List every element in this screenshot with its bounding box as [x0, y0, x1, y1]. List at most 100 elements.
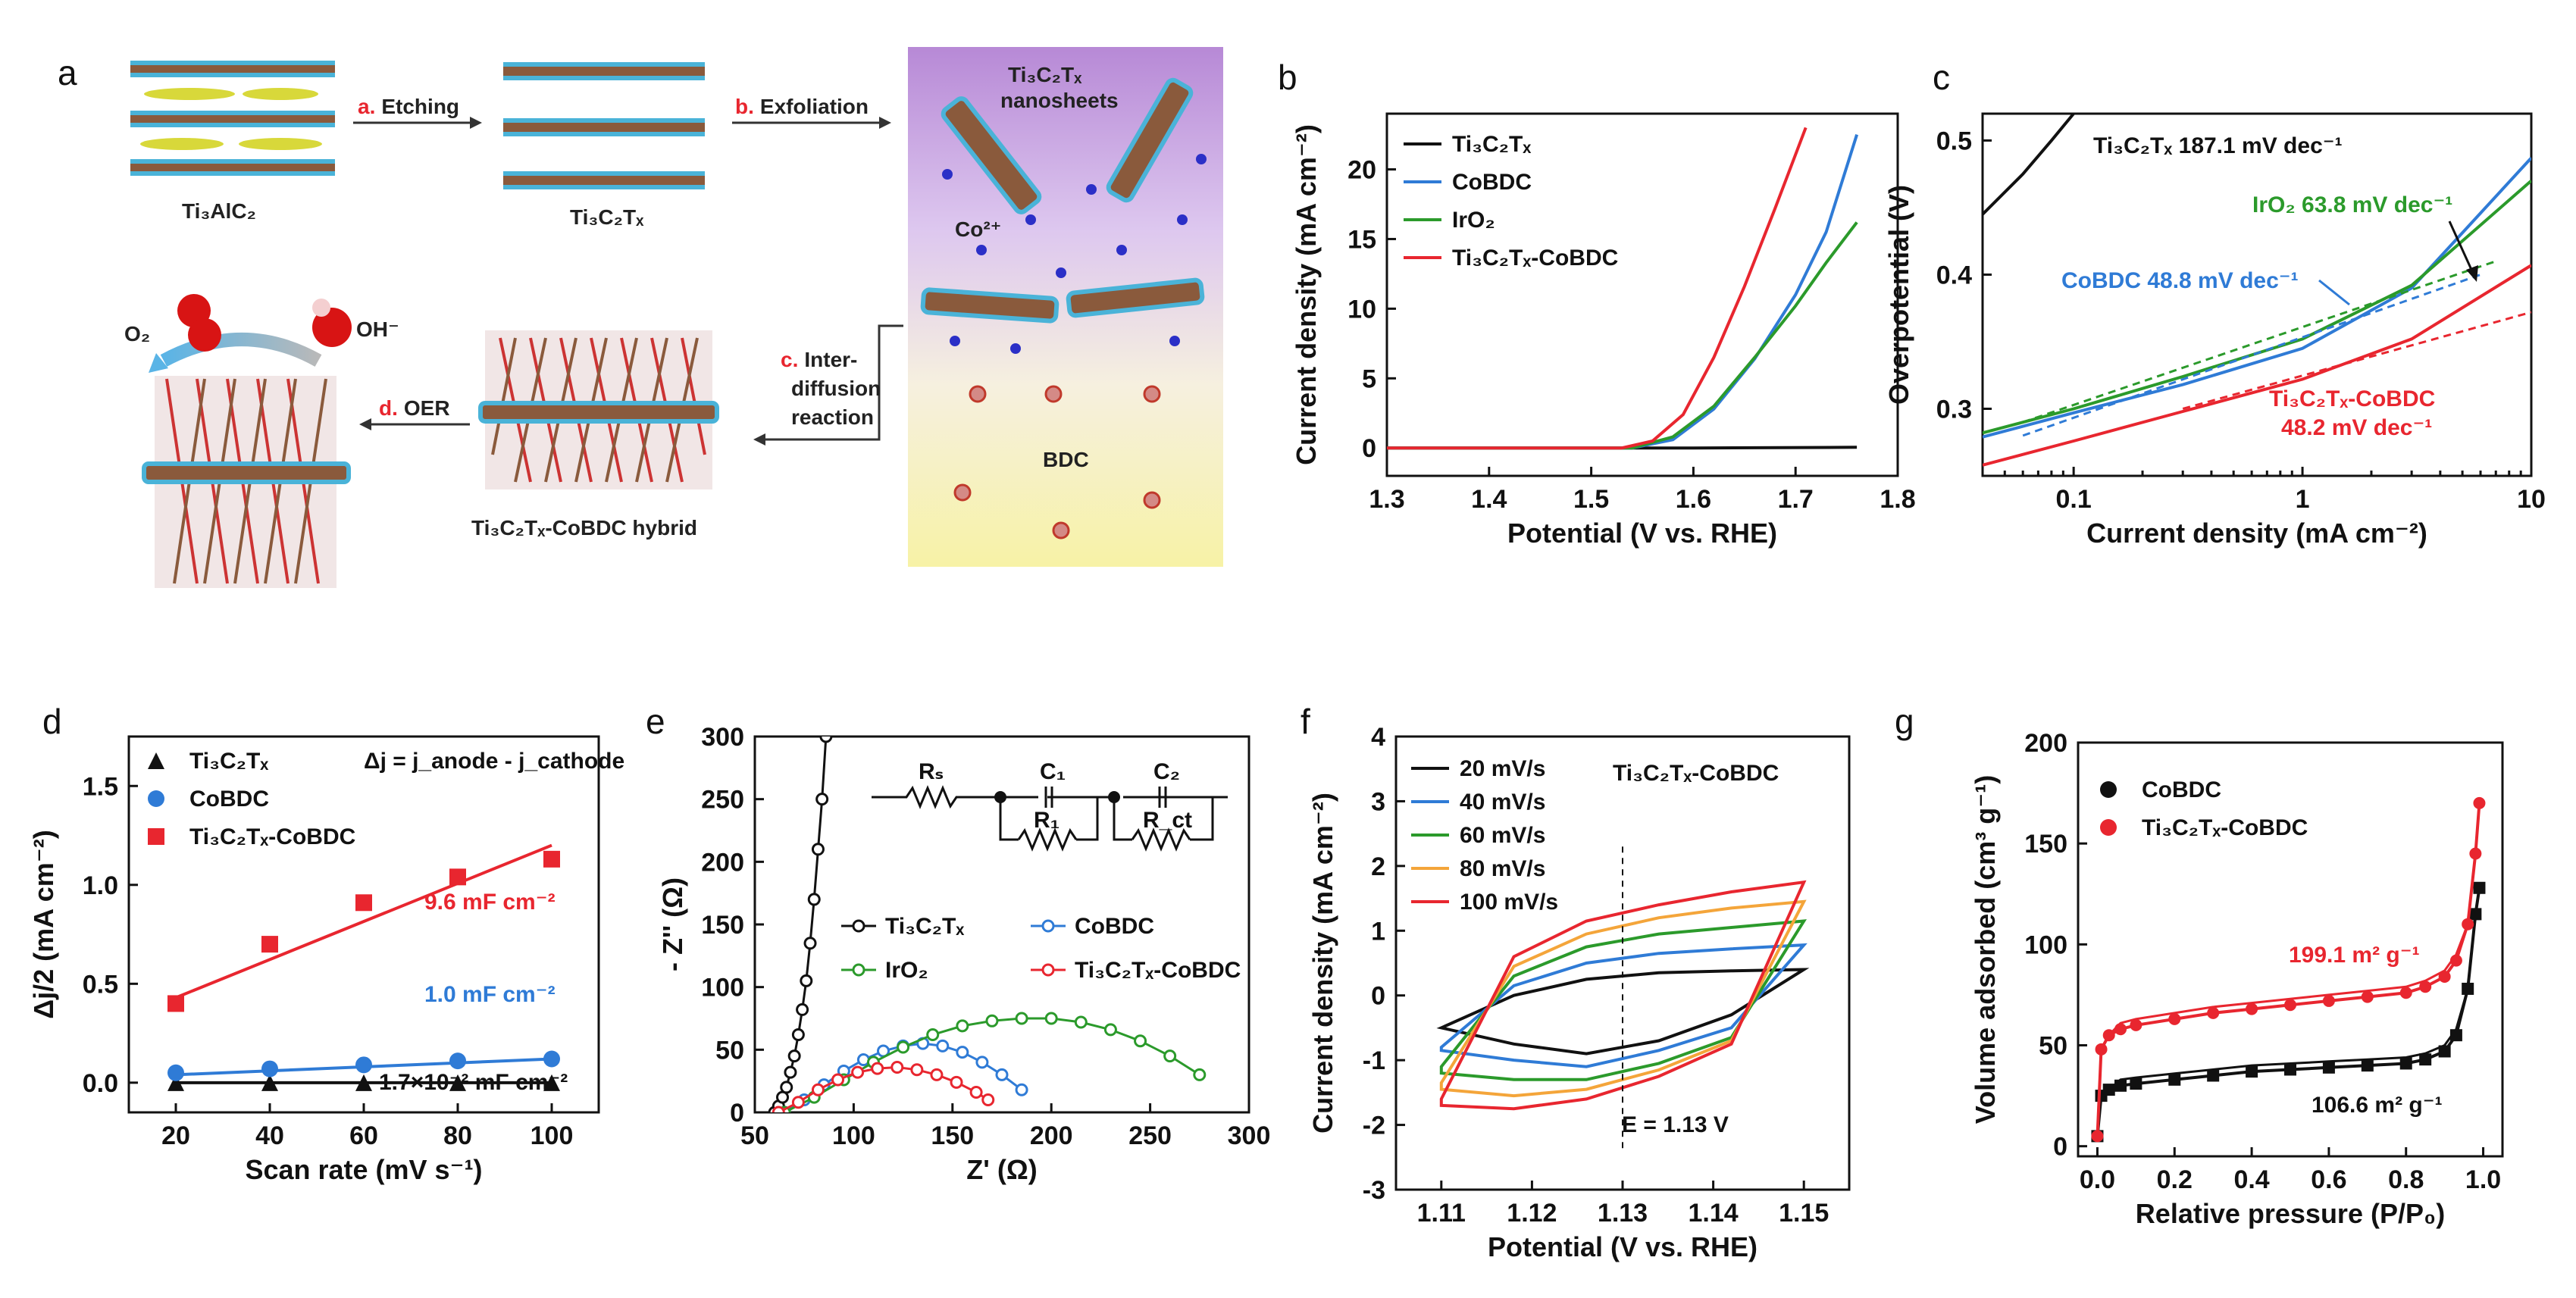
panel-b: b 1.3 1.4 1.5 1.6 1.7 1.8 0 5 10 15 20 Potential (V…: [1278, 58, 1916, 549]
legend-marker: [2100, 819, 2117, 836]
plot-area: [1387, 127, 1859, 450]
isotherm-line: [2096, 802, 2481, 1137]
x-tick-label: 1.14: [1689, 1199, 1739, 1228]
x-tick-label: 200: [1030, 1121, 1073, 1150]
circuit-rs: Rₛ: [919, 759, 944, 784]
y-axis-label: - Z'' (Ω): [657, 877, 688, 971]
step-a-text: Etching: [381, 95, 459, 118]
step-d-text: OER: [404, 396, 450, 420]
y-axis-label: Current density (mA cm⁻²): [1291, 124, 1322, 465]
data-point: [2469, 908, 2482, 921]
y-tick-label: 50: [2039, 1032, 2067, 1061]
x-tick-label: 0.0: [2080, 1165, 2115, 1194]
data-point: [2449, 954, 2462, 967]
panel-e: e 50 100 150 200 250 300050100150200250300Z' …: [646, 702, 1270, 1185]
svg-text:a.Etching: a. Etching: [358, 95, 459, 118]
x-tick-label: 1.0: [2465, 1165, 2501, 1194]
y-tick-label: 250: [701, 786, 744, 815]
x-tick-label: 1.15: [1779, 1199, 1829, 1228]
legend-label: CoBDC: [1452, 170, 1532, 195]
tafel-fit-line: [2022, 274, 2481, 437]
y-tick-label: 1.0: [83, 871, 118, 900]
capacitance-cobdc: 1.0 mF cm⁻²: [424, 982, 556, 1007]
caption-bdc: BDC: [1043, 448, 1089, 471]
data-point: [926, 1027, 940, 1041]
y-tick-label: 4: [1371, 723, 1385, 752]
x-tick-label: 1.8: [1880, 485, 1915, 514]
legend-marker: [2100, 781, 2117, 798]
cv-loop: [1439, 880, 1807, 1111]
max-phase-illustration: [130, 61, 335, 176]
data-point: [449, 1052, 466, 1070]
y-tick-label: -1: [1363, 1046, 1385, 1075]
legend-marker: [1041, 963, 1055, 977]
x-tick-label: 10: [2517, 485, 2546, 514]
plot-area: [167, 843, 560, 1091]
y-tick-label: 50: [715, 1036, 744, 1065]
x-tick-label: 300: [1228, 1121, 1271, 1150]
axes-frame: [1385, 112, 1899, 477]
data-point: [772, 1106, 785, 1112]
data-point: [543, 850, 560, 868]
data-point: [2449, 1029, 2462, 1042]
x-axis-label: Potential (V vs. RHE): [1488, 1231, 1758, 1262]
series-line: [1387, 221, 1858, 450]
x-tick-label: 1.12: [1507, 1199, 1557, 1228]
panel-letter-d: d: [42, 702, 62, 741]
x-axis-label: Z' (Ω): [966, 1154, 1037, 1185]
axes-frame: [2077, 741, 2504, 1158]
y-tick-label: 15: [1347, 225, 1376, 254]
data-point: [261, 1074, 278, 1091]
data-point: [803, 937, 817, 950]
data-point: [167, 1064, 184, 1081]
data-point: [261, 1060, 278, 1077]
legend-marker: [148, 790, 164, 807]
axes-frame: [1981, 112, 2533, 477]
circuit-node: [994, 791, 1006, 803]
data-point: [261, 936, 278, 953]
data-point: [1103, 1023, 1117, 1037]
data-point: [2091, 1130, 2104, 1143]
legend-label: 100 mV/s: [1460, 890, 1558, 915]
x-axis-label: Current density (mA cm⁻²): [2086, 518, 2427, 549]
legend-marker: [852, 963, 865, 977]
data-point: [2399, 1057, 2412, 1070]
data-point: [2114, 1079, 2127, 1092]
panel-letter-c: c: [1933, 58, 1950, 97]
annotation-hybrid: Ti₃C₂Tₓ-CoBDC: [2269, 386, 2435, 411]
panel-letter-g: g: [1895, 702, 1914, 741]
y-tick-label: 0.5: [83, 970, 118, 999]
step-c-label: c.: [781, 348, 798, 371]
legend-marker: [148, 752, 164, 769]
panel-g: g 0.0 0.2 0.4 0.6 0.8 1.0 0 50 100 150 200 Relative…: [1895, 702, 2504, 1229]
data-point: [167, 995, 184, 1012]
annotation-hybrid-2: 48.2 mV dec⁻¹: [2281, 415, 2432, 440]
data-point: [897, 1040, 910, 1054]
data-point: [2438, 1045, 2451, 1058]
data-point: [2130, 1018, 2142, 1031]
panel-letter-e: e: [646, 702, 665, 741]
data-point: [985, 1014, 999, 1027]
plot-f: 1.11 1.12 1.13 1.14 1.15 -3 -2 -1 0 1 2 3 4 Potential…: [1307, 723, 1851, 1262]
x-tick-label: 1.7: [1778, 485, 1814, 514]
caption-mxene: Ti₃C₂Tₓ: [570, 205, 644, 229]
y-axis-label: Current density (mA cm⁻²): [1307, 793, 1338, 1134]
y-axis-label: Δj/2 (mA cm⁻²): [28, 830, 59, 1019]
step-c-text: Inter-: [804, 348, 857, 371]
y-tick-label: 2: [1371, 852, 1385, 881]
plot-area: [2091, 796, 2486, 1143]
data-point: [1044, 1012, 1058, 1025]
annotation-arrowhead: [2466, 265, 2478, 282]
data-point: [930, 1068, 944, 1081]
legend-label: Ti₃C₂Tₓ: [189, 749, 269, 774]
data-point: [791, 1096, 805, 1109]
data-point: [995, 1068, 1009, 1081]
series-line: [778, 1065, 989, 1112]
data-point: [355, 1074, 372, 1091]
y-tick-label: 5: [1362, 364, 1376, 393]
data-point: [355, 894, 372, 912]
y-tick-label: 0: [730, 1099, 744, 1128]
y-tick-label: 0.4: [1936, 261, 1972, 289]
data-point: [2102, 1084, 2115, 1096]
data-point: [956, 1019, 969, 1033]
